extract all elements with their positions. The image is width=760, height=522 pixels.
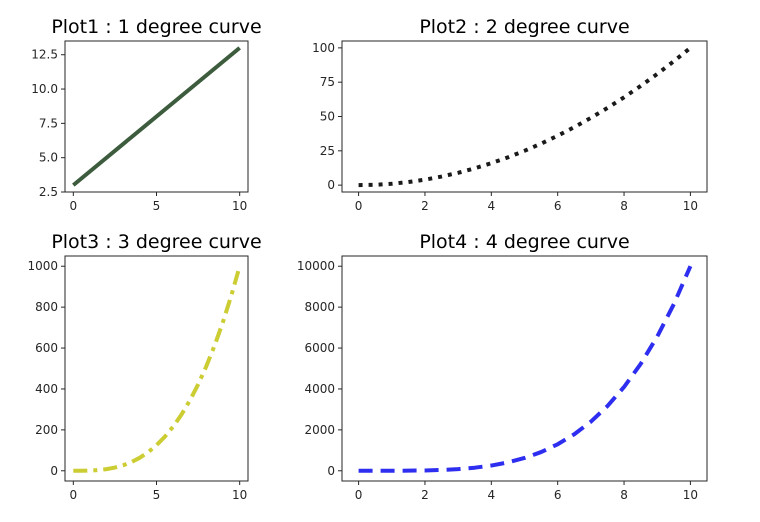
y-tick-label: 0 [50,464,58,478]
y-tick-label: 2000 [304,423,335,437]
x-tick-label: 4 [487,488,495,502]
y-tick-label: 400 [35,382,58,396]
x-tick-label: 2 [421,488,429,502]
x-tick-label: 0 [355,199,363,213]
y-tick-label: 1000 [27,259,58,273]
axes-frame [341,40,708,193]
subplot-title: Plot1 : 1 degree curve [51,16,261,38]
series-line [73,265,242,473]
y-tick-label: 8000 [304,300,335,314]
y-tick-label: 5.0 [39,151,58,165]
x-tick-label: 4 [487,199,495,213]
x-tick-label: 10 [683,199,698,213]
x-tick-label: 5 [153,488,161,502]
subplot-title: Plot3 : 3 degree curve [51,231,261,253]
y-tick-label: 600 [35,341,58,355]
x-tick-label: 6 [554,199,562,213]
y-tick-label: 50 [320,110,335,124]
x-tick-label: 10 [232,199,247,213]
y-tick-label: 6000 [304,341,335,355]
x-tick-label: 10 [683,488,698,502]
y-tick-label: 10000 [297,259,335,273]
x-tick-label: 6 [554,488,562,502]
y-tick-label: 10.0 [31,82,58,96]
subplot-3: Plot3 : 3 degree curve 0 5 10 0 200 400 600 800 1… [27,231,261,502]
series-line [72,46,241,187]
subplot-4: Plot4 : 4 degree curve 0 2 4 6 8 10 0 2000 4000 60… [297,231,708,502]
y-tick-label: 25 [320,144,335,158]
x-tick-label: 0 [355,488,363,502]
series-line [358,265,693,473]
subplot-1: Plot1 : 1 degree curve 0 5 10 2.5 5.0 7.5 10.0 1… [31,16,261,213]
x-tick-label: 0 [69,199,77,213]
y-tick-label: 200 [35,423,58,437]
x-tick-label: 5 [153,199,161,213]
y-tick-label: 0 [327,178,335,192]
y-tick-label: 12.5 [31,48,58,62]
y-tick-label: 75 [320,75,335,89]
axes-frame [64,255,249,482]
y-tick-label: 100 [312,41,335,55]
y-tick-label: 4000 [304,382,335,396]
x-tick-label: 10 [232,488,247,502]
axes-frame [341,255,708,482]
y-tick-label: 7.5 [39,116,58,130]
subplot-title: Plot4 : 4 degree curve [419,231,629,253]
y-tick-label: 800 [35,300,58,314]
y-tick-label: 0 [327,464,335,478]
x-tick-label: 8 [620,199,628,213]
x-tick-label: 8 [620,488,628,502]
y-tick-label: 2.5 [39,185,58,199]
subplot-title: Plot2 : 2 degree curve [419,16,629,38]
x-tick-label: 2 [421,199,429,213]
series-line [358,46,692,188]
x-tick-label: 0 [69,488,77,502]
